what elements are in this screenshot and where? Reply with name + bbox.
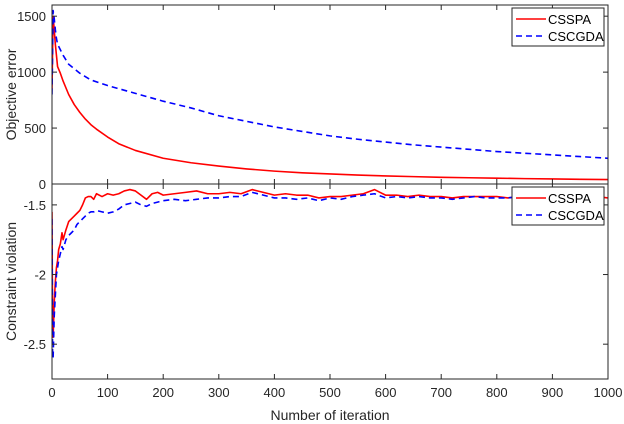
x-tick-label: 0 xyxy=(48,385,55,400)
x-tick-label: 1000 xyxy=(594,385,623,400)
y-axis-label: Objective error xyxy=(3,48,19,140)
legend-label: CSCGDA xyxy=(548,208,604,223)
y-tick-label: -1.5 xyxy=(24,198,46,213)
legend-label: CSSPA xyxy=(548,191,591,206)
legend: CSSPA CSCGDA xyxy=(511,186,605,226)
series-line-cscgda xyxy=(52,191,608,359)
y-tick-label: 500 xyxy=(24,121,46,136)
x-tick-label: 900 xyxy=(542,385,564,400)
y-tick-label: 1000 xyxy=(17,65,46,80)
legend-label: CSCGDA xyxy=(548,29,604,44)
y-axis-label: Constraint violation xyxy=(3,222,19,341)
x-tick-label: 500 xyxy=(319,385,341,400)
x-axis-label: Number of iteration xyxy=(270,407,389,423)
legend-box xyxy=(511,7,605,47)
y-tick-label: -2.5 xyxy=(24,337,46,352)
y-tick-label: 1500 xyxy=(17,9,46,24)
legend-label: CSSPA xyxy=(548,12,591,27)
chart-panel-2: 0 100 200 300 400 500 600 700 800 900 1000 -2.5 -2 -1… xyxy=(3,183,623,400)
y-tick-label: -2 xyxy=(34,268,46,283)
legend: CSSPA CSCGDA xyxy=(511,7,605,47)
x-tick-label: 400 xyxy=(264,385,286,400)
x-tick-label: 300 xyxy=(208,385,230,400)
x-tick-label: 800 xyxy=(486,385,508,400)
legend-box xyxy=(511,186,605,226)
chart-panel-1: 0 500 1000 1500 Objective error CSSPA CSCGDA xyxy=(3,4,609,192)
x-tick-label: 600 xyxy=(375,385,397,400)
x-tick-label: 700 xyxy=(430,385,452,400)
x-tick-label: 200 xyxy=(152,385,174,400)
series-line-csspa xyxy=(52,15,608,181)
y-tick-label: 0 xyxy=(39,177,46,192)
x-tick-label: 100 xyxy=(97,385,119,400)
